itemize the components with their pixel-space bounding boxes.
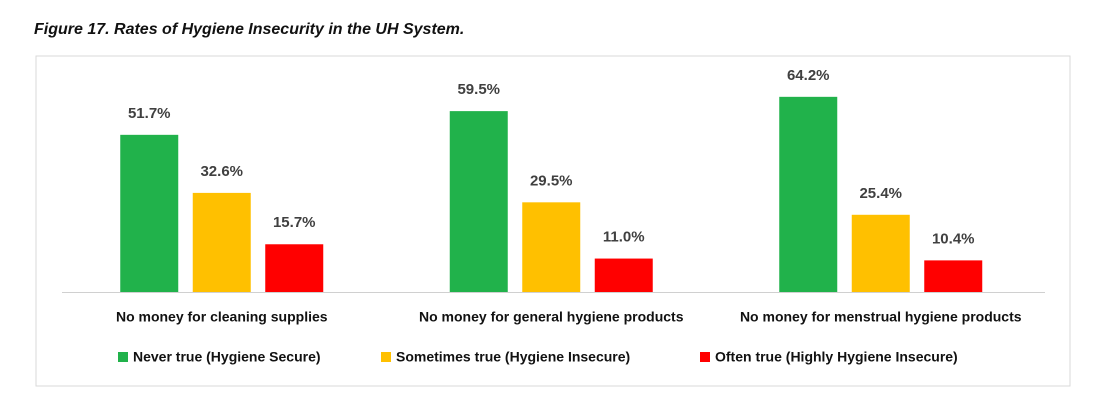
data-label: 59.5% bbox=[457, 81, 500, 98]
x-tick-label: No money for cleaning supplies bbox=[116, 309, 328, 325]
x-tick-label: No money for menstrual hygiene products bbox=[740, 309, 1022, 325]
x-tick-label: No money for general hygiene products bbox=[419, 309, 684, 325]
bar bbox=[779, 96, 838, 292]
bar bbox=[120, 134, 179, 292]
bar bbox=[924, 260, 983, 292]
data-label: 32.6% bbox=[200, 163, 243, 180]
data-label: 29.5% bbox=[530, 172, 573, 189]
legend-swatch bbox=[700, 352, 710, 362]
legend-swatch bbox=[118, 352, 128, 362]
data-label: 51.7% bbox=[128, 105, 171, 122]
legend-swatch bbox=[381, 352, 391, 362]
bar bbox=[522, 202, 581, 292]
plot-frame bbox=[35, 55, 1071, 387]
bar bbox=[851, 214, 910, 292]
data-label: 15.7% bbox=[273, 214, 316, 231]
bar bbox=[192, 192, 251, 292]
bar bbox=[265, 244, 324, 292]
data-label: 25.4% bbox=[859, 185, 902, 202]
legend-label: Often true (Highly Hygiene Insecure) bbox=[715, 349, 958, 365]
bar bbox=[449, 111, 508, 293]
data-label: 64.2% bbox=[787, 67, 830, 84]
bar bbox=[594, 258, 653, 292]
legend-label: Never true (Hygiene Secure) bbox=[133, 349, 321, 365]
legend-label: Sometimes true (Hygiene Insecure) bbox=[396, 349, 630, 365]
data-label: 11.0% bbox=[603, 229, 645, 246]
data-label: 10.4% bbox=[932, 230, 975, 247]
chart-title: Figure 17. Rates of Hygiene Insecurity i… bbox=[34, 21, 464, 38]
